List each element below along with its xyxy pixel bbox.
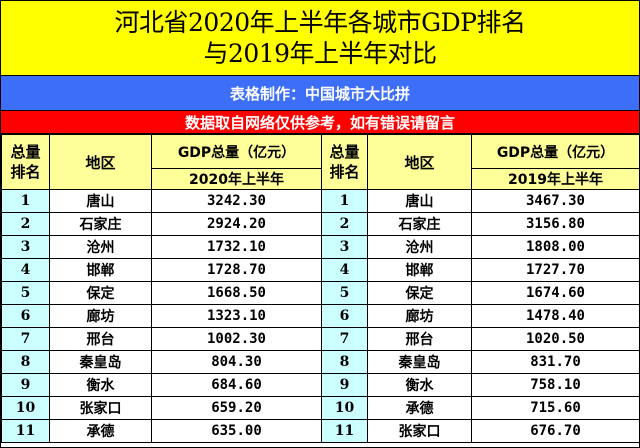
right-rank-cell: 1 bbox=[321, 189, 368, 213]
right-gdp-cell: 1020.50 bbox=[471, 327, 640, 351]
right-city-cell: 石家庄 bbox=[367, 212, 472, 236]
left-city-cell: 衡水 bbox=[49, 373, 152, 397]
right-rank-cell: 5 bbox=[321, 281, 368, 305]
left-rank-cell: 5 bbox=[1, 281, 50, 305]
rank-header-line-2: 排名 bbox=[329, 163, 360, 181]
left-rank-cell: 1 bbox=[1, 189, 50, 213]
right-period-header: 2019年上半年 bbox=[471, 168, 640, 190]
title-banner: 河北省2020年上半年各城市GDP排名 与2019年上半年对比 bbox=[1, 1, 639, 76]
right-rank-header: 总量 排名 bbox=[321, 134, 368, 190]
right-rank-cell: 9 bbox=[321, 373, 368, 397]
left-city-cell: 邢台 bbox=[49, 327, 152, 351]
left-gdp-cell: 1732.10 bbox=[151, 235, 322, 259]
table-row: 4 邯郸 1728.70 4 邯郸 1727.70 bbox=[1, 258, 640, 282]
right-rank-cell: 10 bbox=[321, 396, 368, 420]
right-rank-cell: 4 bbox=[321, 258, 368, 282]
right-city-cell: 唐山 bbox=[367, 189, 472, 213]
right-city-cell: 邯郸 bbox=[367, 258, 472, 282]
rank-header-line-2: 排名 bbox=[10, 163, 41, 181]
left-gdp-cell: 635.00 bbox=[151, 419, 322, 443]
right-city-cell: 沧州 bbox=[367, 235, 472, 259]
header-row-bottom: 2020年上半年 2019年上半年 bbox=[2, 168, 640, 190]
left-gdp-cell: 1668.50 bbox=[151, 281, 322, 305]
left-gdp-cell: 3242.30 bbox=[151, 189, 322, 213]
right-city-cell: 保定 bbox=[367, 281, 472, 305]
title-line-2: 与2019年上半年对比 bbox=[203, 39, 437, 68]
table-row: 7 邢台 1002.30 7 邢台 1020.50 bbox=[1, 327, 640, 351]
right-city-cell: 承德 bbox=[367, 396, 472, 420]
right-gdp-cell: 758.10 bbox=[471, 373, 640, 397]
table-row: 11 承德 635.00 11 张家口 676.70 bbox=[1, 419, 640, 443]
left-city-cell: 承德 bbox=[49, 419, 152, 443]
left-rank-header: 总量 排名 bbox=[1, 134, 50, 190]
left-rank-cell: 8 bbox=[1, 350, 50, 374]
right-rank-cell: 6 bbox=[321, 304, 368, 328]
right-gdp-cell: 831.70 bbox=[471, 350, 640, 374]
left-city-cell: 秦皇岛 bbox=[49, 350, 152, 374]
right-region-header: 地区 bbox=[367, 134, 472, 190]
left-city-cell: 唐山 bbox=[49, 189, 152, 213]
left-gdp-cell: 804.30 bbox=[151, 350, 322, 374]
left-region-header: 地区 bbox=[49, 134, 152, 190]
left-rank-cell: 10 bbox=[1, 396, 50, 420]
table-body: 1 唐山 3242.30 1 唐山 3467.30 2 石家庄 2924.20 2 石家庄 3156.… bbox=[1, 189, 640, 443]
right-rank-cell: 7 bbox=[321, 327, 368, 351]
left-rank-cell: 11 bbox=[1, 419, 50, 443]
left-city-cell: 保定 bbox=[49, 281, 152, 305]
right-gdp-cell: 676.70 bbox=[471, 419, 640, 443]
right-city-cell: 衡水 bbox=[367, 373, 472, 397]
disclaimer-banner: 数据取自网络仅供参考，如有错误请留言 bbox=[1, 111, 639, 134]
right-city-cell: 张家口 bbox=[367, 419, 472, 443]
left-gdp-cell: 2924.20 bbox=[151, 212, 322, 236]
right-rank-cell: 2 bbox=[321, 212, 368, 236]
left-city-cell: 沧州 bbox=[49, 235, 152, 259]
right-gdp-cell: 715.60 bbox=[471, 396, 640, 420]
right-gdp-header: GDP总量（亿元） bbox=[471, 134, 640, 169]
gdp-comparison-table: 总量 排名 地区 GDP总量（亿元） 总量 排名 地区 GDP总量（亿元） 20… bbox=[1, 134, 640, 443]
right-city-cell: 秦皇岛 bbox=[367, 350, 472, 374]
table-row: 9 衡水 684.60 9 衡水 758.10 bbox=[1, 373, 640, 397]
table-row: 2 石家庄 2924.20 2 石家庄 3156.80 bbox=[1, 212, 640, 236]
right-gdp-cell: 1674.60 bbox=[471, 281, 640, 305]
right-gdp-cell: 3156.80 bbox=[471, 212, 640, 236]
table-row: 5 保定 1668.50 5 保定 1674.60 bbox=[1, 281, 640, 305]
table-row: 1 唐山 3242.30 1 唐山 3467.30 bbox=[1, 189, 640, 213]
left-city-cell: 廊坊 bbox=[49, 304, 152, 328]
left-rank-cell: 2 bbox=[1, 212, 50, 236]
rank-header-line-1: 总量 bbox=[329, 143, 360, 161]
left-gdp-cell: 684.60 bbox=[151, 373, 322, 397]
left-city-cell: 邯郸 bbox=[49, 258, 152, 282]
left-period-header: 2020年上半年 bbox=[151, 168, 322, 190]
table-row: 3 沧州 1732.10 3 沧州 1808.00 bbox=[1, 235, 640, 259]
table-row: 8 秦皇岛 804.30 8 秦皇岛 831.70 bbox=[1, 350, 640, 374]
left-gdp-header: GDP总量（亿元） bbox=[151, 134, 322, 169]
left-city-cell: 石家庄 bbox=[49, 212, 152, 236]
right-rank-cell: 11 bbox=[321, 419, 368, 443]
right-gdp-cell: 3467.30 bbox=[471, 189, 640, 213]
title-line-1: 河北省2020年上半年各城市GDP排名 bbox=[114, 8, 526, 37]
right-gdp-cell: 1727.70 bbox=[471, 258, 640, 282]
left-gdp-cell: 1728.70 bbox=[151, 258, 322, 282]
left-rank-cell: 4 bbox=[1, 258, 50, 282]
left-rank-cell: 9 bbox=[1, 373, 50, 397]
right-rank-cell: 8 bbox=[321, 350, 368, 374]
right-rank-cell: 3 bbox=[321, 235, 368, 259]
header-row-top: 总量 排名 地区 GDP总量（亿元） 总量 排名 地区 GDP总量（亿元） bbox=[1, 134, 640, 190]
rank-header-line-1: 总量 bbox=[10, 143, 41, 161]
left-city-cell: 张家口 bbox=[49, 396, 152, 420]
right-gdp-cell: 1808.00 bbox=[471, 235, 640, 259]
left-rank-cell: 7 bbox=[1, 327, 50, 351]
right-city-cell: 廊坊 bbox=[367, 304, 472, 328]
credit-banner: 表格制作：中国城市大比拼 bbox=[1, 76, 639, 111]
left-gdp-cell: 659.20 bbox=[151, 396, 322, 420]
left-gdp-cell: 1323.10 bbox=[151, 304, 322, 328]
left-rank-cell: 6 bbox=[1, 304, 50, 328]
left-rank-cell: 3 bbox=[1, 235, 50, 259]
right-city-cell: 邢台 bbox=[367, 327, 472, 351]
table-row: 6 廊坊 1323.10 6 廊坊 1478.40 bbox=[1, 304, 640, 328]
table-row: 10 张家口 659.20 10 承德 715.60 bbox=[1, 396, 640, 420]
left-gdp-cell: 1002.30 bbox=[151, 327, 322, 351]
right-gdp-cell: 1478.40 bbox=[471, 304, 640, 328]
